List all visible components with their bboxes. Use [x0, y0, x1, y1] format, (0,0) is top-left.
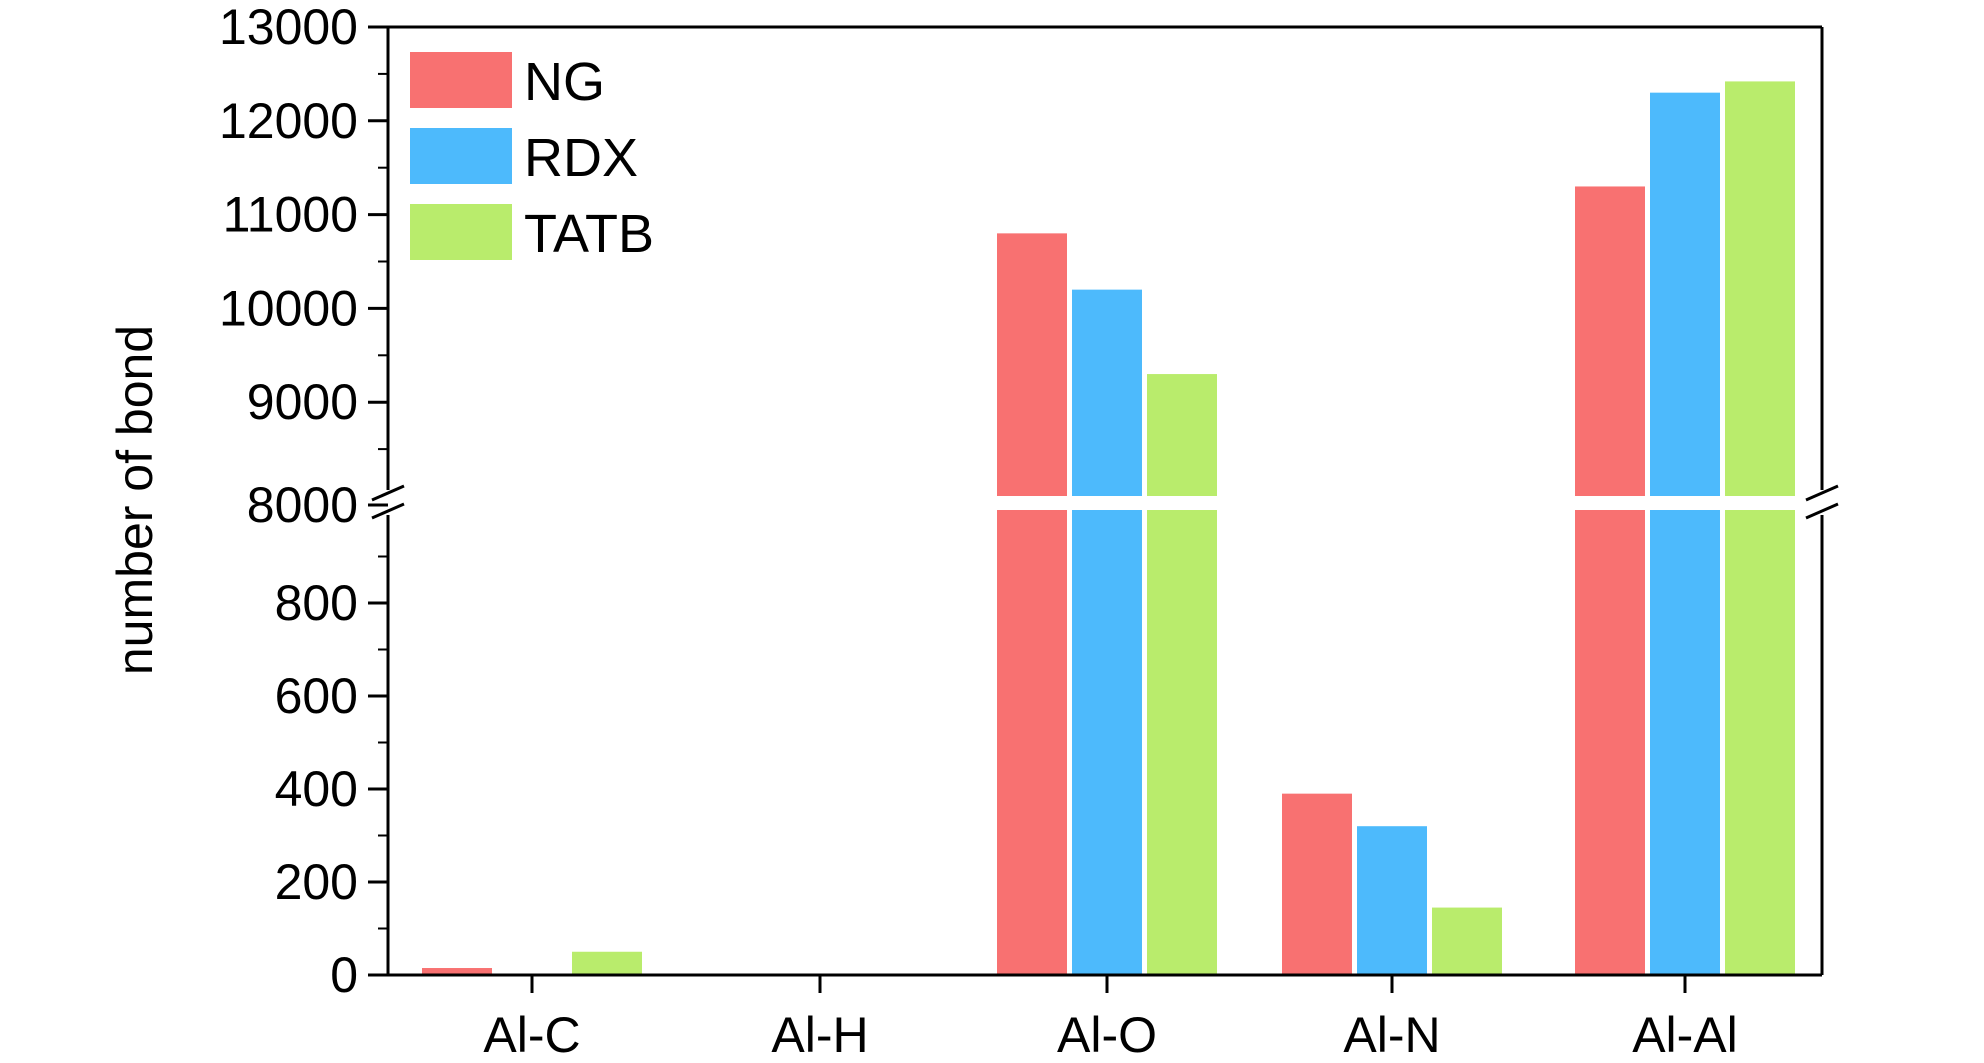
- y-tick-label-12000: 12000: [219, 93, 358, 149]
- bar-tatb-al-o-upper: [1147, 374, 1217, 496]
- y-tick-label-600: 600: [275, 668, 358, 724]
- x-category-label-al-c: Al-C: [483, 1007, 580, 1063]
- legend: NG RDX TATB: [410, 52, 654, 264]
- legend-swatch-ng: [410, 52, 512, 108]
- x-category-label-al-o: Al-O: [1057, 1007, 1157, 1063]
- legend-swatch-rdx: [410, 128, 512, 184]
- bar-ng-al-n: [1282, 793, 1352, 975]
- x-category-label-al-al: Al-Al: [1632, 1007, 1738, 1063]
- bar-tatb-al-c: [572, 951, 642, 975]
- y-tick-label-8000: 8000: [247, 477, 358, 533]
- bar-rdx-al-n: [1357, 826, 1427, 975]
- bar-tatb-al-al-lower: [1725, 510, 1795, 975]
- x-category-label-al-n: Al-N: [1343, 1007, 1440, 1063]
- bar-tatb-al-o-lower: [1147, 510, 1217, 975]
- y-tick-label-11000: 11000: [223, 187, 358, 243]
- bar-rdx-al-o-lower: [1072, 510, 1142, 975]
- x-categories-group: Al-C Al-H Al-O Al-N Al-Al: [483, 1007, 1737, 1063]
- y-tick-label-200: 200: [275, 854, 358, 910]
- y-tick-label-400: 400: [275, 761, 358, 817]
- bar-rdx-al-al-lower: [1650, 510, 1720, 975]
- bar-ng-al-o-upper: [997, 233, 1067, 497]
- legend-label-rdx: RDX: [524, 128, 638, 188]
- y-tick-label-9000: 9000: [247, 374, 358, 430]
- legend-swatch-tatb: [410, 204, 512, 260]
- bar-rdx-al-o-upper: [1072, 289, 1142, 496]
- axes-group: [368, 25, 1839, 993]
- legend-label-ng: NG: [524, 52, 605, 112]
- y-axis-break-mark-right: [1805, 484, 1839, 520]
- bar-ng-al-o-lower: [997, 510, 1067, 975]
- y-axis-title: number of bond: [107, 325, 163, 675]
- y-ticks-group: 0 200 400 600 800 8000 9000 10000 11000 12000 1300…: [219, 0, 358, 1003]
- bar-tatb-al-n: [1432, 907, 1502, 975]
- bar-ng-al-al-upper: [1575, 186, 1645, 496]
- legend-label-tatb: TATB: [524, 204, 654, 264]
- y-axis-break-mark-left: [371, 484, 405, 520]
- y-tick-label-13000: 13000: [219, 0, 358, 55]
- bar-ng-al-al-lower: [1575, 510, 1645, 975]
- x-category-label-al-h: Al-H: [771, 1007, 868, 1063]
- y-tick-label-0: 0: [330, 947, 358, 1003]
- bars-group: [422, 81, 1795, 975]
- bar-ng-al-c: [422, 968, 492, 975]
- bar-rdx-al-al-upper: [1650, 92, 1720, 496]
- y-tick-label-800: 800: [275, 575, 358, 631]
- y-tick-label-10000: 10000: [219, 280, 358, 336]
- bar-tatb-al-al-upper: [1725, 81, 1795, 497]
